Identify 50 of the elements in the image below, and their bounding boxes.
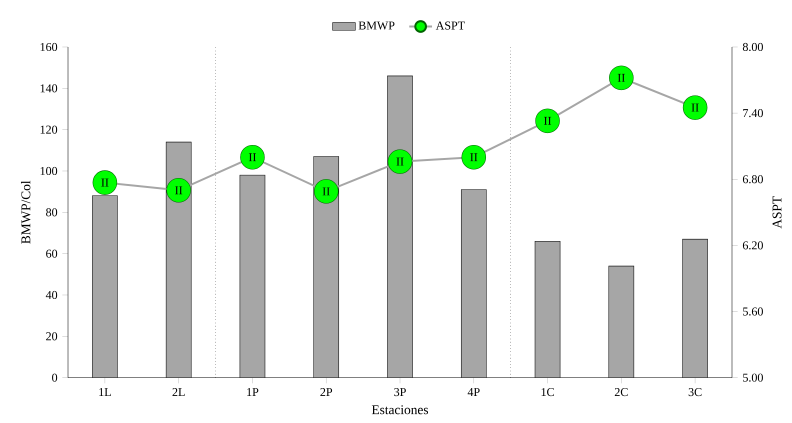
data-label: II <box>618 74 625 82</box>
data-label: II <box>544 116 552 125</box>
y-tick-label: 160 <box>40 42 58 52</box>
y-tick-label: 120 <box>40 126 58 134</box>
legend-label: BMWP <box>358 22 394 30</box>
point <box>682 95 708 120</box>
data-label: II <box>322 187 330 196</box>
data-label: II <box>248 153 256 162</box>
bar <box>608 266 634 378</box>
x-tick-label: 1L <box>99 388 111 396</box>
bar <box>461 190 486 378</box>
y2-tick-label: 6.80 <box>742 175 763 184</box>
y-tick-label: 100 <box>40 166 58 176</box>
y2-tick-label: 7.40 <box>743 109 763 118</box>
data-label: II <box>175 186 182 194</box>
x-tick-label: 3C <box>688 388 702 396</box>
point <box>92 170 118 195</box>
point <box>240 144 265 170</box>
y2-axis-title: ASPT <box>772 196 782 228</box>
y2-tick-label: 5.60 <box>743 307 763 316</box>
x-tick-label: 3P <box>394 388 406 396</box>
x-tick-label: 2L <box>172 388 185 396</box>
data-label: II <box>101 178 108 186</box>
x-tick-label: 2C <box>614 388 628 396</box>
y-tick-label: 0 <box>52 374 58 382</box>
data-label: II <box>470 153 478 162</box>
x-tick-label: 1C <box>542 388 554 396</box>
bar <box>240 175 265 378</box>
bar <box>92 196 118 378</box>
point <box>314 179 338 204</box>
point <box>535 108 560 134</box>
y-axis-title: BMWP/Col <box>20 180 30 244</box>
x-tick-label: 1P <box>247 388 258 396</box>
y-tick-label: 40 <box>46 290 58 300</box>
y2-tick-label: 6.20 <box>742 241 763 250</box>
x-axis-title: Estaciones <box>372 405 428 414</box>
y-tick-label: 80 <box>46 208 58 216</box>
point <box>388 149 412 174</box>
y2-tick-label: 5.00 <box>743 374 763 382</box>
y-tick-label: 140 <box>40 84 58 92</box>
data-label: II <box>396 158 404 166</box>
x-tick-label: 4P <box>468 388 480 396</box>
y2-tick-label: 8.00 <box>742 42 763 52</box>
x-tick-label: 2P <box>320 388 332 396</box>
data-label: II <box>692 104 699 112</box>
legend-label: ASPT <box>436 22 465 30</box>
y-tick-label: 60 <box>46 250 58 258</box>
y-tick-label: 20 <box>46 332 58 340</box>
bar <box>535 241 560 378</box>
bar <box>682 238 708 378</box>
